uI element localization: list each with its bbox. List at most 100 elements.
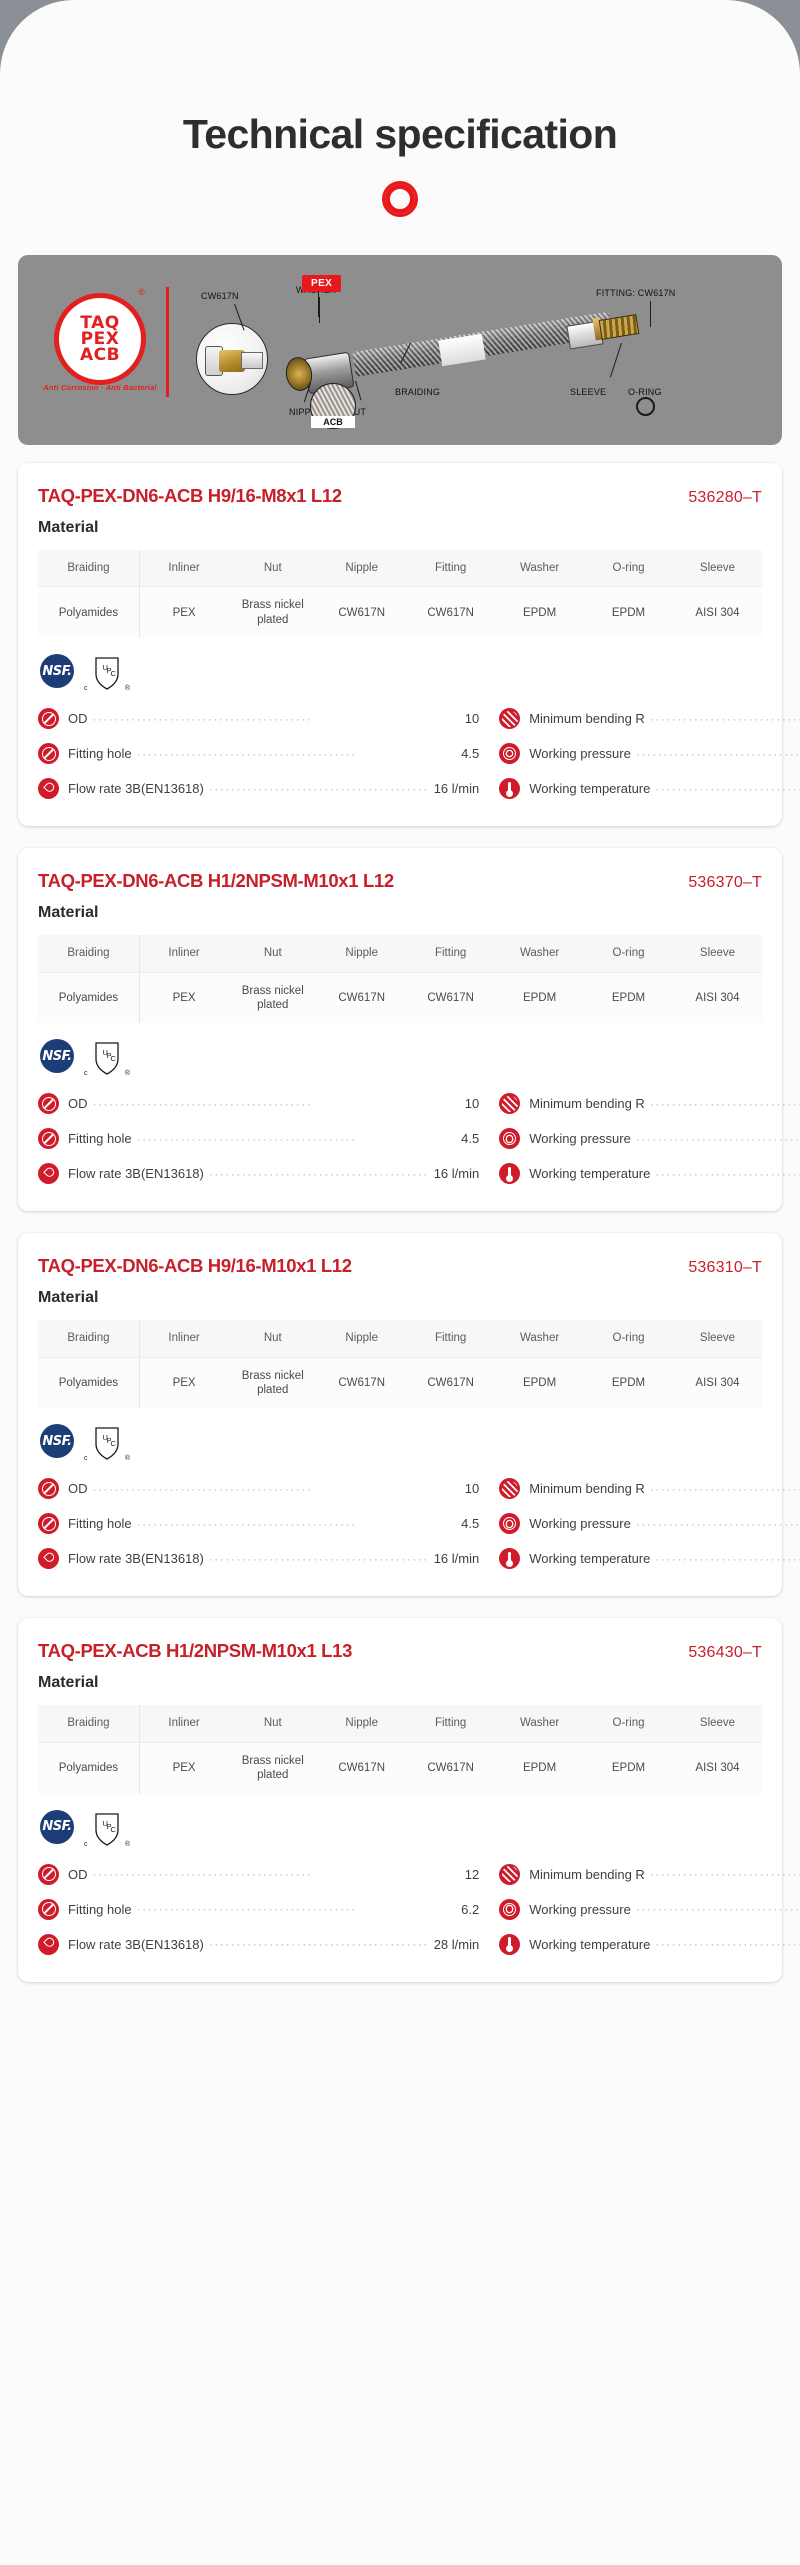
col-header-braiding: Braiding	[38, 935, 140, 973]
hose-white-band-shape	[438, 333, 486, 367]
cupc-certification-icon: U P C c ®	[84, 1811, 130, 1851]
leader-line-fitting	[650, 301, 651, 328]
dot-leader: ········································	[136, 1902, 357, 1917]
col-header-oring: O-ring	[584, 1705, 673, 1743]
svg-text:P: P	[107, 1822, 112, 1831]
spec-value-flow-rate: 28 l/min	[433, 1936, 480, 1952]
red-ring-icon	[382, 181, 418, 218]
material-table: Braiding Inliner Nut Nipple Fitting Wash…	[38, 1320, 762, 1409]
bending-radius-icon	[499, 1093, 521, 1115]
cupc-certification-icon: U P C c ®	[84, 1425, 130, 1465]
gear-icon	[499, 743, 521, 765]
cell-nipple: CW617N	[338, 1762, 386, 1775]
cell-nut: Brass nickel plated	[241, 1369, 304, 1397]
dot-leader: ········································	[655, 1937, 800, 1952]
spec-label-bending: Minimum bending R	[529, 1096, 645, 1112]
spec-label-pressure: Working pressure	[529, 746, 631, 762]
col-header-oring: O-ring	[584, 550, 673, 588]
spec-label-bending: Minimum bending R	[529, 711, 645, 727]
spec-label-temperature: Working temperature	[529, 1936, 651, 1952]
col-header-nipple: Nipple	[317, 550, 407, 588]
cell-nipple: CW617N	[338, 606, 386, 619]
acb-braiding-badge: ACB	[310, 383, 356, 430]
spec-fitting-hole: Fitting hole ···························…	[38, 736, 479, 771]
cell-oring: EPDM	[611, 606, 646, 619]
col-header-inliner: Inliner	[139, 935, 229, 973]
dot-leader: ········································	[92, 711, 313, 726]
product-code: 536310–T	[688, 1259, 762, 1277]
spec-value-flow-rate: 16 l/min	[433, 1551, 480, 1567]
spec-bending: Minimum bending R ······················…	[499, 1857, 800, 1892]
spec-od: OD ·····································…	[38, 1471, 479, 1506]
cell-sleeve: AISI 304	[695, 1762, 740, 1775]
spec-value-flow-rate: 16 l/min	[433, 1166, 480, 1182]
nsf-label: NSF.	[42, 1048, 72, 1064]
cell-nipple: CW617N	[338, 1376, 386, 1389]
col-header-sleeve: Sleeve	[672, 935, 762, 973]
spec-label-od: OD	[68, 1866, 88, 1882]
spec-flow-rate: Flow rate 3B(EN13618) ··················…	[38, 1541, 479, 1576]
diameter-icon	[38, 1128, 59, 1150]
cell-oring: EPDM	[611, 1376, 646, 1389]
dot-leader: ········································	[635, 746, 800, 761]
cutaway-brass-shape	[219, 350, 245, 373]
spec-value-od: 10	[464, 711, 480, 727]
cell-sleeve: AISI 304	[695, 991, 740, 1004]
svg-text:U: U	[103, 1048, 108, 1057]
material-section-label: Material	[38, 1674, 99, 1692]
cell-braiding: Polyamides	[38, 1357, 140, 1409]
table-header-row: Braiding Inliner Nut Nipple Fitting Wash…	[38, 1320, 762, 1358]
cell-fitting: CW617N	[427, 1762, 474, 1775]
nsf-label: NSF.	[42, 1819, 72, 1835]
diameter-icon	[38, 1478, 59, 1500]
col-header-braiding: Braiding	[38, 1705, 140, 1743]
col-header-fitting: Fitting	[406, 935, 496, 973]
diagram-label-nut: NUT	[347, 407, 367, 418]
cell-sleeve: AISI 304	[695, 1376, 740, 1389]
dot-leader: ········································	[649, 711, 800, 726]
bending-radius-icon	[499, 1863, 521, 1885]
dot-leader: ········································	[655, 1166, 800, 1181]
col-header-braiding: Braiding	[38, 1320, 140, 1358]
spec-grid: OD ·····································…	[38, 1471, 800, 1576]
table-row: Polyamides PEX Brass nickel plated CW617…	[38, 1357, 762, 1409]
spec-fitting-hole: Fitting hole ···························…	[38, 1892, 479, 1927]
logo-line-taq: TAQ	[80, 313, 120, 334]
nipple-cutaway-detail-icon	[196, 323, 268, 396]
product-code: 536370–T	[688, 874, 762, 892]
dot-leader: ········································	[92, 1096, 313, 1111]
cupc-certification-icon: U P C c ®	[84, 655, 130, 695]
col-header-nipple: Nipple	[317, 935, 407, 973]
spec-label-od: OD	[68, 711, 88, 727]
dot-leader: ········································	[92, 1481, 313, 1496]
cell-inliner: PEX	[172, 991, 196, 1004]
product-title: TAQ-PEX-ACB H1/2NPSM-M10x1 L13	[38, 1640, 353, 1662]
material-section-label: Material	[38, 519, 99, 537]
svg-text:C: C	[111, 1054, 117, 1063]
oring-shape-icon	[636, 397, 655, 417]
logo-line-acb: ACB	[79, 345, 121, 366]
spec-temperature: Working temperature ····················…	[499, 1927, 800, 1962]
dot-leader: ········································	[655, 1551, 800, 1566]
svg-text:P: P	[107, 1436, 112, 1445]
dot-leader: ········································	[635, 1516, 800, 1531]
col-header-nipple: Nipple	[317, 1320, 407, 1358]
svg-text:U: U	[103, 1433, 108, 1442]
product-card-list: TAQ-PEX-DN6-ACB H9/16-M8x1 L12 536280–T …	[0, 445, 800, 1982]
diameter-icon	[38, 1898, 59, 1920]
dot-leader: ········································	[136, 1131, 357, 1146]
dot-leader: ········································	[649, 1867, 800, 1882]
product-card: TAQ-PEX-DN6-ACB H9/16-M10x1 L12 536310–T…	[18, 1233, 800, 1597]
diagram-label-cw617n: CW617N	[201, 291, 239, 302]
red-divider-bar	[166, 287, 169, 398]
nsf-certification-icon: NSF.	[40, 1809, 74, 1844]
material-table: Braiding Inliner Nut Nipple Fitting Wash…	[38, 935, 762, 1024]
cell-washer: EPDM	[522, 1762, 557, 1775]
dot-leader: ········································	[136, 1516, 357, 1531]
dot-leader: ········································	[92, 1867, 313, 1882]
product-title: TAQ-PEX-DN6-ACB H9/16-M10x1 L12	[38, 1255, 352, 1277]
material-section-label: Material	[38, 1289, 99, 1307]
cell-oring: EPDM	[611, 1762, 646, 1775]
spec-temperature: Working temperature ····················…	[499, 1541, 800, 1576]
cupc-registered-icon: ®	[124, 1070, 130, 1078]
